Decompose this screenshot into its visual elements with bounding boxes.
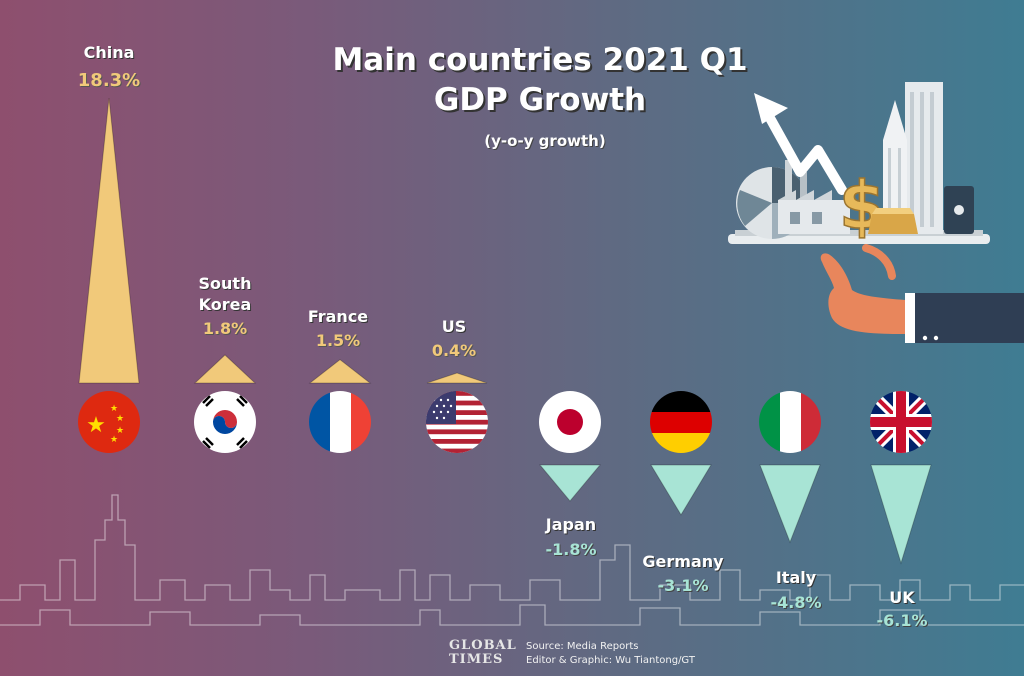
value-us: 0.4% (431, 341, 477, 360)
logo-line-2: TIMES (449, 652, 504, 667)
italy-flag-icon (759, 391, 821, 453)
label-us: US (441, 317, 467, 336)
us-flag-icon (426, 391, 488, 453)
hand-icon (820, 244, 1024, 343)
bar-us (426, 372, 488, 384)
label-china: China (83, 43, 135, 62)
bar-marks (78, 97, 932, 565)
value-uk: -6.1% (876, 611, 928, 630)
economy-illustration: $ (728, 82, 1024, 343)
chart-subtitle: (y-o-y growth) (484, 132, 606, 150)
value-japan: -1.8% (545, 540, 597, 559)
serving-tray-icon (728, 230, 990, 244)
factory-icon (778, 160, 850, 234)
value-italy: -4.8% (770, 593, 822, 612)
bar-japan (538, 464, 602, 502)
chart-title: Main countries 2021 Q1 GDP Growth (280, 40, 800, 120)
south-korea-flag-icon (194, 391, 256, 453)
svg-text:★: ★ (110, 435, 118, 445)
uk-flag-icon (870, 391, 932, 453)
france-flag-icon (309, 391, 371, 453)
value-south-korea: 1.8% (202, 319, 248, 338)
svg-text:★: ★ (116, 426, 124, 436)
global-times-logo: GLOBAL TIMES (449, 639, 517, 667)
bar-germany (650, 464, 712, 516)
label-italy: Italy (775, 568, 817, 587)
label-uk: UK (889, 588, 915, 607)
label-south-korea-line-1: South (198, 274, 252, 293)
bar-china (78, 97, 140, 384)
label-south-korea-line-2: Korea (198, 295, 252, 314)
svg-text:★: ★ (86, 413, 106, 438)
footer-credits: Source: Media Reports Editor & Graphic: … (526, 640, 695, 668)
bar-italy (759, 464, 821, 544)
bar-france (308, 359, 372, 384)
gold-bar-icon (868, 208, 918, 234)
bar-south-korea (193, 354, 257, 384)
label-south-korea: South Korea (175, 273, 275, 315)
source-text: Source: Media Reports (526, 641, 639, 652)
chart-title-line-1: Main countries 2021 Q1 (332, 42, 748, 78)
germany-flag-icon (650, 391, 712, 453)
label-france: France (307, 307, 369, 326)
upward-arrow-icon (754, 93, 847, 195)
value-china: 18.3% (77, 70, 141, 91)
value-france: 1.5% (315, 331, 361, 350)
label-japan: Japan (545, 515, 597, 534)
svg-text:★: ★ (116, 414, 124, 424)
editor-text: Editor & Graphic: Wu Tiantong/GT (526, 655, 695, 666)
chart-title-line-2: GDP Growth (433, 82, 647, 118)
skyline-outline (0, 494, 1024, 626)
skyscraper-icon (883, 82, 943, 234)
japan-flag-icon (539, 391, 601, 453)
label-germany: Germany (642, 552, 724, 571)
oil-barrel-icon (944, 186, 974, 234)
china-flag-icon: ★ ★ ★ ★ ★ (78, 391, 140, 453)
bar-uk (870, 464, 932, 565)
logo-line-1: GLOBAL (449, 638, 517, 653)
value-germany: -3.1% (657, 576, 709, 595)
svg-text:★: ★ (110, 404, 118, 414)
